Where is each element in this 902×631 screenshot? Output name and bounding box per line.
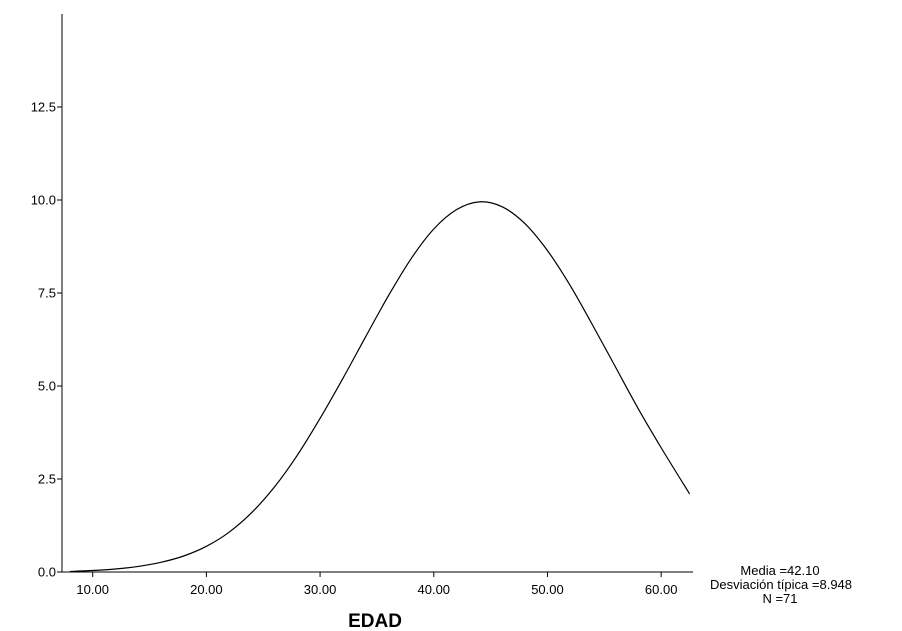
y-tick-label: 0.0 — [38, 565, 56, 580]
y-tick-label: 5.0 — [38, 379, 56, 394]
x-tick-label: 50.00 — [531, 582, 564, 597]
x-tick-label: 30.00 — [304, 582, 337, 597]
normal-curve-line — [69, 201, 691, 573]
y-axis: 0.0 2.5 5.0 7.5 10.0 12.5 — [31, 14, 63, 580]
std-dev-label: Desviación típica =8.948 — [710, 577, 853, 592]
x-tick-label: 10.00 — [76, 582, 109, 597]
x-tick-label: 60.00 — [645, 582, 678, 597]
sample-size-label: N =71 — [762, 591, 798, 606]
y-tick-label: 12.5 — [31, 100, 56, 115]
y-tick-label: 10.0 — [31, 193, 56, 208]
statistics-annotation: Media =42.10 Desviación típica =8.948 N … — [710, 563, 853, 606]
x-tick-label: 40.00 — [418, 582, 451, 597]
y-tick-label: 2.5 — [38, 472, 56, 487]
x-axis: 10.00 20.00 30.00 40.00 50.00 60.00 — [62, 571, 693, 597]
y-tick-label: 7.5 — [38, 286, 56, 301]
series-layer — [69, 201, 691, 573]
x-tick-label: 20.00 — [190, 582, 223, 597]
mean-label: Media =42.10 — [740, 563, 820, 578]
x-axis-title: EDAD — [348, 611, 402, 631]
